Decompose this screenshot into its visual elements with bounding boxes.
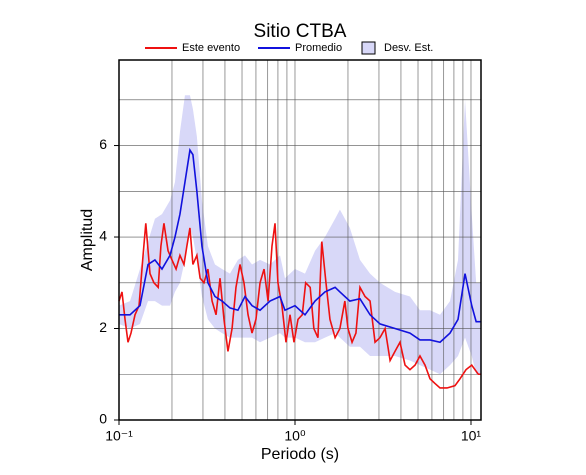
legend-label: Promedio — [295, 42, 342, 54]
x-tick-label: 10⁻¹ — [105, 428, 133, 444]
legend-label: Desv. Est. — [384, 42, 433, 54]
chart-title: Sitio CTBA — [254, 21, 347, 42]
y-tick-label: 4 — [99, 228, 107, 244]
x-axis-label: Periodo (s) — [261, 446, 339, 463]
data-line — [118, 223, 481, 389]
y-axis-label: Amplitud — [79, 209, 96, 271]
legend-swatch — [361, 41, 376, 55]
x-tick-label: 10¹ — [461, 428, 482, 444]
y-tick-label: 6 — [99, 136, 107, 152]
x-tick-label: 10⁰ — [284, 428, 306, 444]
y-tick-label: 0 — [99, 411, 107, 427]
legend-label: Este evento — [182, 42, 240, 54]
data-line — [119, 147, 481, 344]
plot-frame — [118, 59, 482, 421]
y-tick-label: 2 — [99, 319, 107, 335]
std-band — [119, 95, 481, 375]
